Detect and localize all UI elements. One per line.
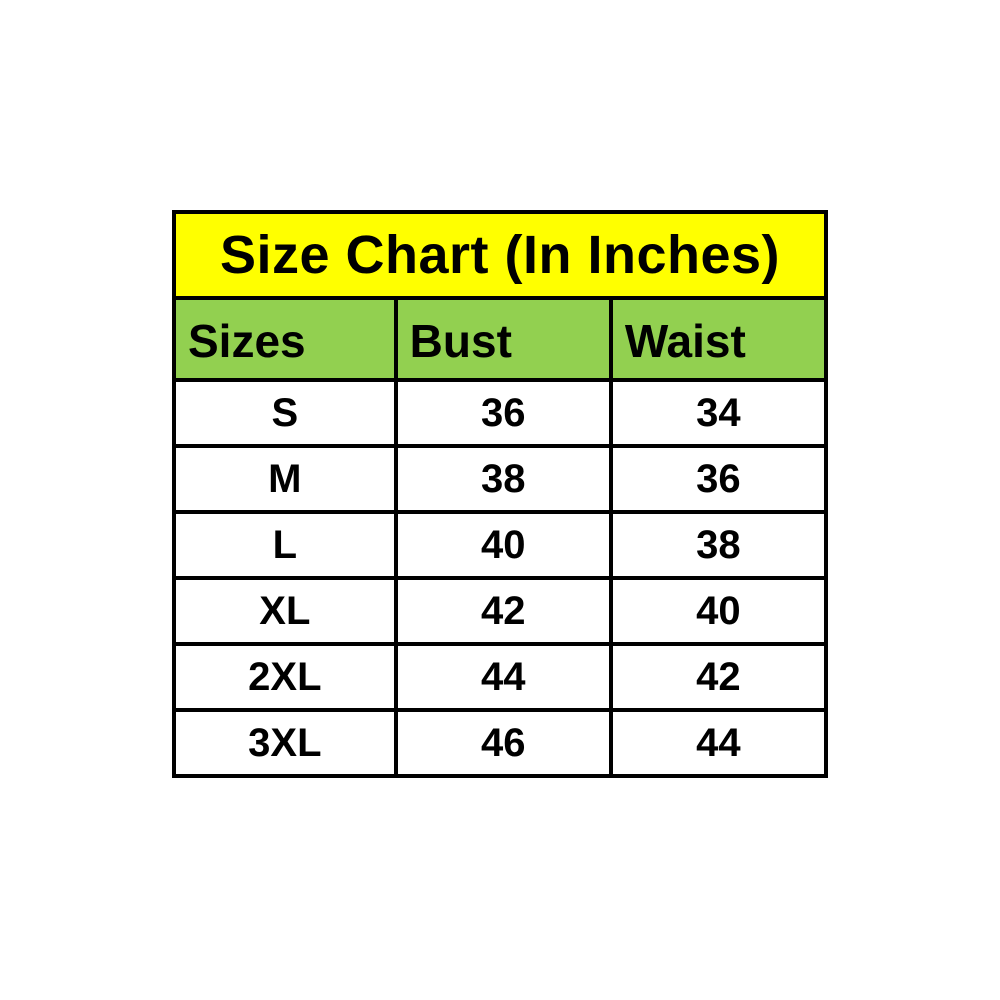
size-label: XL (172, 576, 398, 646)
size-label: 3XL (172, 708, 398, 778)
column-header-waist: Waist (608, 296, 829, 382)
size-label: 2XL (172, 642, 398, 712)
table-row: XL 42 40 (172, 576, 829, 646)
bust-value: 42 (393, 576, 613, 646)
table-row: L 40 38 (172, 510, 829, 580)
size-label: M (172, 444, 398, 514)
bust-value: 44 (393, 642, 613, 712)
waist-value: 38 (608, 510, 829, 580)
table-row: 3XL 46 44 (172, 708, 829, 778)
waist-value: 44 (608, 708, 829, 778)
title-row: Size Chart (In Inches) (172, 210, 828, 300)
waist-value: 42 (608, 642, 829, 712)
size-chart-table: Size Chart (In Inches) Sizes Bust Waist … (172, 210, 829, 778)
table-row: 2XL 44 42 (172, 642, 829, 712)
column-header-sizes: Sizes (172, 296, 398, 382)
bust-value: 46 (393, 708, 613, 778)
bust-value: 36 (393, 378, 613, 448)
table-row: S 36 34 (172, 378, 829, 448)
waist-value: 40 (608, 576, 829, 646)
bust-value: 40 (393, 510, 613, 580)
waist-value: 36 (608, 444, 829, 514)
table-row: M 38 36 (172, 444, 829, 514)
bust-value: 38 (393, 444, 613, 514)
column-header-bust: Bust (393, 296, 613, 382)
header-row: Sizes Bust Waist (172, 296, 829, 382)
size-label: S (172, 378, 398, 448)
waist-value: 34 (608, 378, 829, 448)
chart-title: Size Chart (In Inches) (172, 210, 828, 300)
size-label: L (172, 510, 398, 580)
